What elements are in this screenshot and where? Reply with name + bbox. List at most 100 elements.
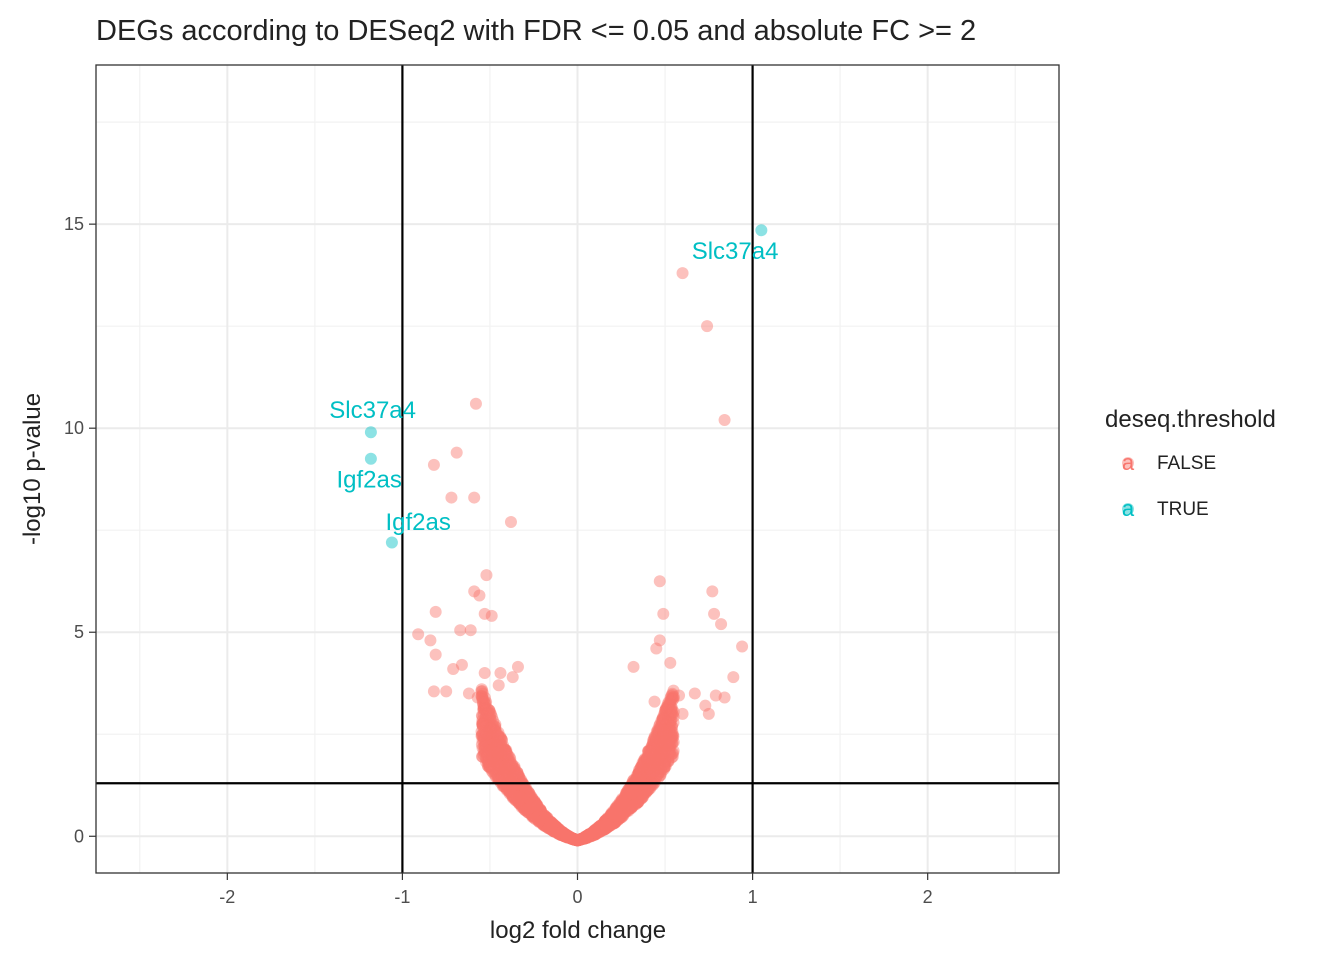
- data-point-false: [615, 800, 628, 813]
- data-point-false: [631, 773, 644, 786]
- data-point-false: [521, 802, 534, 815]
- data-point-false: [589, 826, 602, 839]
- data-point-false: [657, 745, 670, 758]
- data-point-false: [646, 766, 659, 779]
- data-point-false: [653, 575, 666, 588]
- data-point-false: [643, 745, 656, 758]
- data-point-false: [481, 733, 494, 746]
- data-point-false: [639, 783, 652, 796]
- data-point-false: [498, 743, 511, 756]
- data-point-false: [660, 722, 673, 735]
- data-point-false: [550, 821, 563, 834]
- data-point-false: [516, 778, 529, 791]
- data-point-false: [516, 798, 529, 811]
- data-point-false: [601, 811, 614, 824]
- data-point-false: [558, 828, 571, 841]
- data-point-false: [571, 834, 584, 847]
- data-point-false: [576, 832, 589, 845]
- data-point-false: [663, 740, 676, 753]
- data-point-false: [632, 796, 645, 809]
- data-point-false: [646, 757, 659, 770]
- data-point-false: [615, 800, 628, 813]
- data-point-false: [647, 737, 660, 750]
- legend-key-glyph: a: [1122, 450, 1135, 475]
- data-point-false: [494, 749, 507, 762]
- data-point-false: [479, 738, 492, 751]
- data-point-false: [654, 733, 667, 746]
- data-point-false: [570, 833, 583, 846]
- data-point-false: [591, 825, 604, 838]
- data-point-false: [469, 397, 482, 410]
- data-point-false: [621, 786, 634, 799]
- data-point-false: [629, 785, 642, 798]
- data-point-false: [479, 717, 492, 730]
- data-point-false: [644, 781, 657, 794]
- data-point-false: [632, 796, 645, 809]
- data-point-false: [593, 823, 606, 836]
- data-point-false: [575, 832, 588, 845]
- data-point-false: [512, 770, 525, 783]
- data-point-false: [644, 747, 657, 760]
- data-point-false: [667, 692, 680, 705]
- data-point-false: [592, 825, 605, 838]
- data-point-false: [485, 743, 498, 756]
- data-point-false: [588, 825, 601, 838]
- data-point-false: [624, 788, 637, 801]
- data-point-false: [637, 789, 650, 802]
- data-point-false: [522, 789, 535, 802]
- data-point-false: [484, 726, 497, 739]
- data-point-false: [477, 703, 490, 716]
- data-point-false: [644, 771, 657, 784]
- data-point-false: [515, 784, 528, 797]
- data-point-false: [606, 807, 619, 820]
- data-point-false: [616, 809, 629, 822]
- data-point-false: [567, 832, 580, 845]
- data-point-false: [603, 813, 616, 826]
- data-point-false: [573, 833, 586, 846]
- data-point-false: [495, 749, 508, 762]
- data-point-false: [656, 731, 669, 744]
- data-point-false: [603, 815, 616, 828]
- data-point-false: [666, 725, 679, 738]
- data-point-false: [496, 754, 509, 767]
- data-point-false: [593, 821, 606, 834]
- data-point-false: [501, 754, 514, 767]
- data-point-false: [483, 719, 496, 732]
- data-point-false: [647, 741, 660, 754]
- data-point-false: [583, 830, 596, 843]
- data-point-false: [547, 820, 560, 833]
- data-point-false: [544, 820, 557, 833]
- data-point-false: [561, 829, 574, 842]
- data-point-false: [486, 711, 499, 724]
- data-point-false: [569, 833, 582, 846]
- data-point-false: [627, 782, 640, 795]
- data-point-false: [663, 746, 676, 759]
- data-point-false: [544, 821, 557, 834]
- data-point-false: [555, 828, 568, 841]
- data-point-false: [609, 816, 622, 829]
- data-point-false: [657, 727, 670, 740]
- data-point-false: [535, 812, 548, 825]
- data-point-false: [531, 801, 544, 814]
- data-point-false: [594, 825, 607, 838]
- data-point-false: [486, 732, 499, 745]
- data-point-false: [521, 788, 534, 801]
- data-point-false: [550, 825, 563, 838]
- data-point-false: [481, 748, 494, 761]
- data-point-false: [609, 810, 622, 823]
- data-point-false: [578, 831, 591, 844]
- data-point-false: [656, 712, 669, 725]
- data-point-false: [496, 768, 509, 781]
- data-point-false: [546, 817, 559, 830]
- data-point-false: [595, 820, 608, 833]
- data-point-false: [619, 796, 632, 809]
- data-point-false: [649, 744, 662, 757]
- data-point-false: [662, 733, 675, 746]
- data-point-false: [510, 767, 523, 780]
- data-point-false: [636, 756, 649, 769]
- data-point-false: [656, 740, 669, 753]
- data-point-false: [476, 729, 489, 742]
- data-point-false: [657, 729, 670, 742]
- data-point-false: [598, 823, 611, 836]
- data-point-false: [598, 818, 611, 831]
